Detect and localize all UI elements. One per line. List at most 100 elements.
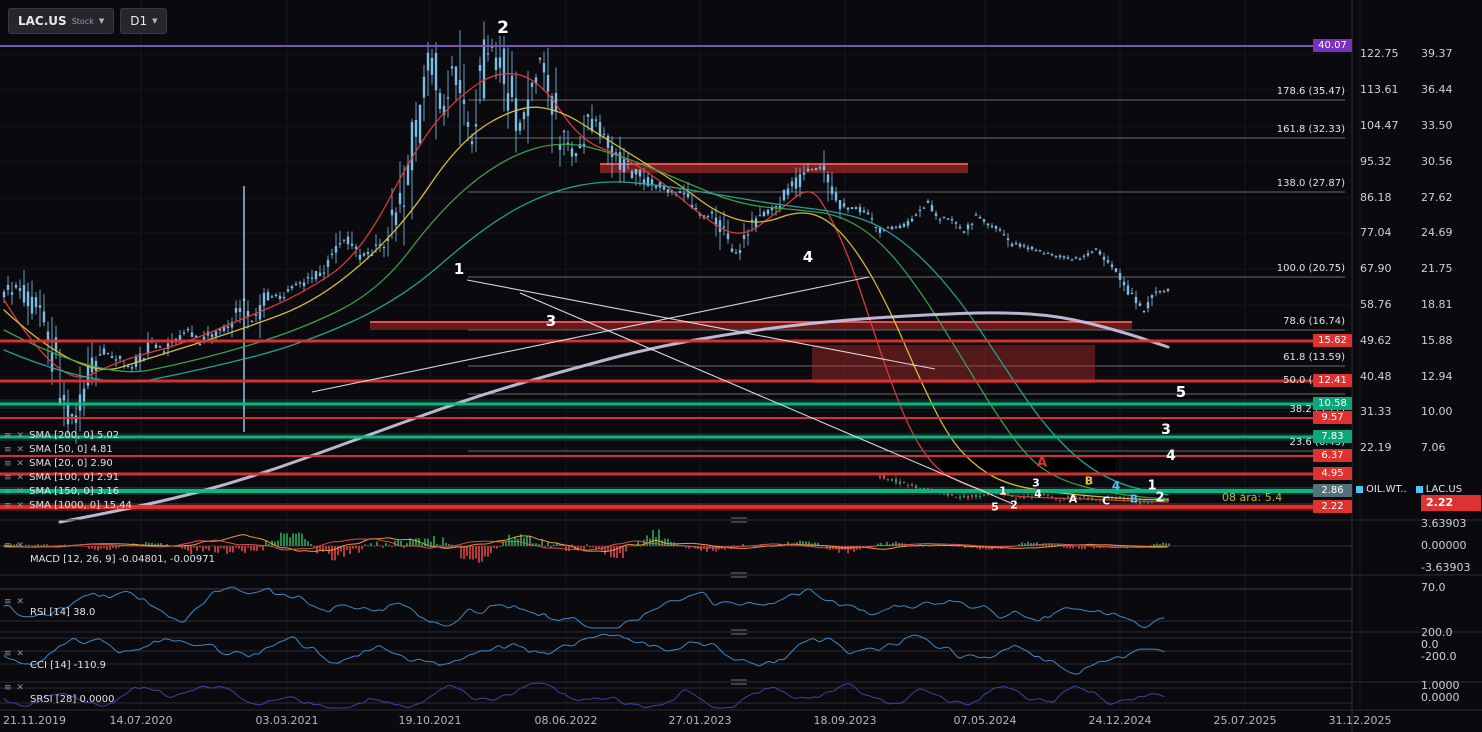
legend-entry-oil[interactable]: OIL.WT.. <box>1356 484 1407 495</box>
price-level-badge: 15.62 <box>1313 334 1352 347</box>
price-axis-left-label: 40.48 <box>1360 370 1392 383</box>
sma-legend-row: ≡ ✕ SMA [150, 0] 3.16 <box>4 486 119 497</box>
wave-annotation: B <box>1084 474 1094 488</box>
sma-legend-row: ≡ ✕ SMA [20, 0] 2.90 <box>4 458 113 469</box>
sma-legend-row: ≡ ✕ SMA [200, 0] 5.02 <box>4 430 119 441</box>
symbol-type-label: Stock <box>71 16 94 26</box>
price-axis-right-label: 7.06 <box>1421 441 1446 454</box>
time-axis-label: 24.12.2024 <box>1088 714 1152 727</box>
wave-annotation: 4 <box>802 248 814 266</box>
indicator-axis-value: 0.00000 <box>1421 539 1467 552</box>
menu-icon[interactable]: ≡ <box>4 486 12 497</box>
close-icon[interactable]: ✕ <box>16 541 25 551</box>
close-icon[interactable]: ✕ <box>16 472 25 483</box>
fib-level-label: 78.6 (16.74) <box>1283 316 1345 327</box>
price-axis-left-label: 31.33 <box>1360 405 1392 418</box>
wave-annotation: A <box>1036 455 1048 471</box>
price-axis-right-label: 27.62 <box>1421 191 1453 204</box>
sma-label: SMA [200, 0] 5.02 <box>29 430 120 441</box>
price-level-badge: 40.07 <box>1313 39 1352 52</box>
time-axis-label: 08.06.2022 <box>534 714 598 727</box>
series-swatch-icon <box>1356 486 1363 493</box>
close-icon[interactable]: ✕ <box>16 649 25 659</box>
fib-level-label: 61.8 (13.59) <box>1283 352 1345 363</box>
sma-label: SMA [20, 0] 2.90 <box>29 458 113 469</box>
chevron-down-icon: ▼ <box>152 17 158 25</box>
chart-toolbar: LAC.US Stock ▼ D1 ▼ <box>8 8 168 34</box>
price-axis-right-label: 21.75 <box>1421 262 1453 275</box>
wave-annotation: 4 <box>1166 448 1176 464</box>
close-icon[interactable]: ✕ <box>16 597 25 607</box>
wave-annotation: 1 <box>999 484 1007 498</box>
menu-icon[interactable]: ≡ <box>4 458 12 469</box>
wave-annotation: 1 <box>453 260 465 278</box>
price-axis-left-label: 122.75 <box>1360 47 1399 60</box>
wave-annotation: 3 <box>1161 422 1171 438</box>
menu-icon[interactable]: ≡ <box>4 430 12 441</box>
price-axis-right-label: 30.56 <box>1421 155 1453 168</box>
price-axis-right-label: 24.69 <box>1421 226 1453 239</box>
menu-icon[interactable]: ≡ <box>4 444 12 455</box>
indicator-axis-value: 1.0000 <box>1421 679 1460 692</box>
chart-note: 08 ára: 5.4 <box>1222 491 1283 504</box>
price-level-badge: 6.37 <box>1313 449 1352 462</box>
wave-annotation: 2 <box>1155 490 1165 506</box>
close-icon[interactable]: ✕ <box>16 458 25 469</box>
sma-legend-row: ≡ ✕ SMA [1000, 0] 15.44 <box>4 500 132 511</box>
indicator-label: MACD [12, 26, 9] -0.04801, -0.00971 <box>30 554 215 565</box>
time-axis-label: 25.07.2025 <box>1213 714 1277 727</box>
price-axis-left-label: 22.19 <box>1360 441 1392 454</box>
price-level-badge: 10.58 <box>1313 397 1352 410</box>
indicator-controls: ≡ ✕ <box>4 597 24 607</box>
sma-label: SMA [1000, 0] 15.44 <box>29 500 132 511</box>
menu-icon[interactable]: ≡ <box>4 597 12 607</box>
close-icon[interactable]: ✕ <box>16 500 25 511</box>
price-axis-left-label: 77.04 <box>1360 226 1392 239</box>
symbol-selector[interactable]: LAC.US Stock ▼ <box>8 8 115 34</box>
menu-icon[interactable]: ≡ <box>4 683 12 693</box>
indicator-label: SRSI [28] 0.0000 <box>30 694 115 705</box>
series-legend: OIL.WT.. LAC.US <box>1356 484 1462 495</box>
price-level-badge: 9.57 <box>1313 411 1352 424</box>
time-axis-label: 19.10.2021 <box>398 714 462 727</box>
indicator-controls: ≡ ✕ <box>4 649 24 659</box>
wave-annotation: A <box>1068 492 1078 506</box>
current-price-box: 2.22 <box>1421 495 1481 511</box>
close-icon[interactable]: ✕ <box>16 430 25 441</box>
sma-label: SMA [150, 0] 3.16 <box>29 486 120 497</box>
wave-annotation: B <box>1129 492 1139 506</box>
time-axis-label: 21.11.2019 <box>3 714 66 727</box>
wave-annotation: 5 <box>1175 383 1187 401</box>
sma-legend-row: ≡ ✕ SMA [100, 0] 2.91 <box>4 472 119 483</box>
indicator-axis-value: 200.0 <box>1421 626 1453 639</box>
time-axis-label: 27.01.2023 <box>668 714 732 727</box>
price-axis-left-label: 86.18 <box>1360 191 1392 204</box>
wave-annotation: 2 <box>497 18 509 38</box>
time-axis-label: 31.12.2025 <box>1328 714 1392 727</box>
price-level-badge: 12.41 <box>1313 374 1352 387</box>
close-icon[interactable]: ✕ <box>16 683 25 693</box>
indicator-axis-value: 0.0 <box>1421 638 1439 651</box>
menu-icon[interactable]: ≡ <box>4 472 12 483</box>
menu-icon[interactable]: ≡ <box>4 649 12 659</box>
close-icon[interactable]: ✕ <box>16 444 25 455</box>
close-icon[interactable]: ✕ <box>16 486 25 497</box>
indicator-controls: ≡ ✕ <box>4 683 24 693</box>
price-level-badge: 4.95 <box>1313 467 1352 480</box>
indicator-axis-value: 3.63903 <box>1421 517 1467 530</box>
wave-annotation: C <box>1101 494 1111 508</box>
timeframe-selector[interactable]: D1 ▼ <box>120 8 168 34</box>
menu-icon[interactable]: ≡ <box>4 541 12 551</box>
price-axis-right-label: 15.88 <box>1421 334 1453 347</box>
legend-entry-lac[interactable]: LAC.US <box>1415 484 1462 495</box>
fib-level-label: 100.0 (20.75) <box>1276 263 1345 274</box>
menu-icon[interactable]: ≡ <box>4 500 12 511</box>
price-axis-left-label: 95.32 <box>1360 155 1392 168</box>
price-axis-right-label: 12.94 <box>1421 370 1453 383</box>
timeframe-label: D1 <box>130 14 148 28</box>
legend-oil-label: OIL.WT.. <box>1366 484 1407 495</box>
price-axis-right-label: 10.00 <box>1421 405 1453 418</box>
